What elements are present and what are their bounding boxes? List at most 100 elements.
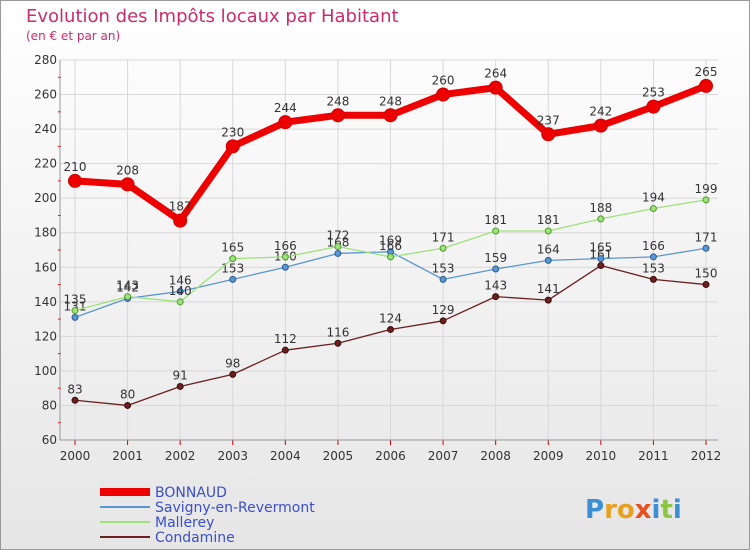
data-label: 135 — [64, 292, 87, 306]
data-point — [120, 177, 135, 192]
data-label: 150 — [695, 267, 718, 281]
x-tick-label: 2010 — [586, 449, 617, 463]
brand-letter: o — [617, 495, 635, 525]
series-mallerey: 135 143 140 165 166 172 166 171 181 181 188 194 199 — [64, 182, 718, 314]
data-label: 171 — [695, 230, 718, 244]
data-label: 253 — [642, 86, 665, 100]
data-label: 80 — [120, 387, 135, 401]
data-point — [544, 227, 552, 235]
data-label: 166 — [274, 239, 297, 253]
data-point — [649, 205, 657, 213]
data-label: 188 — [589, 201, 612, 215]
data-label: 248 — [379, 94, 402, 108]
data-point — [229, 275, 237, 283]
data-label: 260 — [432, 74, 455, 88]
data-label: 244 — [274, 101, 297, 115]
y-tick-label: 120 — [34, 329, 57, 343]
data-label: 153 — [432, 261, 455, 275]
data-label: 112 — [274, 332, 297, 346]
chart-subtitle: (en € et par an) — [26, 29, 120, 43]
data-point — [597, 255, 605, 263]
axes: 60 80 100 120 140 160 180 200 220 240 260 280 2000 20… — [34, 53, 721, 463]
data-point — [649, 275, 657, 283]
data-label: 143 — [116, 279, 139, 293]
data-point — [544, 296, 552, 304]
data-point — [492, 265, 500, 273]
legend-label: Savigny-en-Revermont — [155, 500, 315, 516]
y-tick-label: 160 — [34, 260, 57, 274]
data-point — [702, 281, 710, 289]
y-tick-label: 100 — [34, 364, 57, 378]
data-label: 169 — [379, 234, 402, 248]
data-point — [334, 339, 342, 347]
data-point — [436, 87, 451, 102]
data-point — [649, 253, 657, 261]
data-point — [225, 139, 240, 154]
data-label: 237 — [537, 113, 560, 127]
y-tick-label: 240 — [34, 122, 57, 136]
x-tick-label: 2009 — [533, 449, 564, 463]
data-point — [593, 118, 608, 133]
series-bonnaud: 210 208 187 230 244 248 248 260 264 237 242 253 265 — [64, 65, 718, 228]
data-point — [281, 263, 289, 271]
data-point — [124, 293, 132, 301]
data-point — [597, 215, 605, 223]
data-label: 181 — [537, 213, 560, 227]
y-tick-label: 140 — [34, 295, 57, 309]
data-label: 199 — [695, 182, 718, 196]
data-point — [281, 346, 289, 354]
y-tick-label: 200 — [34, 191, 57, 205]
data-label: 208 — [116, 163, 139, 177]
data-label: 166 — [379, 239, 402, 253]
legend-label: BONNAUD — [155, 485, 227, 501]
x-tick-label: 2003 — [217, 449, 248, 463]
data-point — [176, 298, 184, 306]
data-point — [229, 370, 237, 378]
data-label: 143 — [484, 279, 507, 293]
y-tick-label: 220 — [34, 157, 57, 171]
data-label: 187 — [169, 200, 192, 214]
data-label: 168 — [326, 235, 349, 249]
data-point — [229, 255, 237, 263]
data-point — [492, 227, 500, 235]
data-label: 242 — [589, 105, 612, 119]
data-point — [71, 306, 79, 314]
data-label: 230 — [221, 125, 244, 139]
data-point — [68, 173, 82, 188]
data-point — [334, 249, 342, 257]
data-label: 124 — [379, 311, 402, 325]
x-tick-label: 2007 — [428, 449, 459, 463]
data-label: 194 — [642, 191, 665, 205]
brand-letter: i — [673, 495, 682, 525]
brand-logo: Proxiti — [585, 495, 682, 525]
data-point — [439, 244, 447, 252]
data-label: 153 — [221, 261, 244, 275]
data-point — [71, 396, 79, 404]
data-point — [176, 287, 184, 295]
data-label: 172 — [326, 229, 349, 243]
x-tick-label: 2000 — [60, 449, 91, 463]
data-point — [387, 325, 394, 333]
data-label: 265 — [695, 65, 718, 79]
data-point — [699, 78, 713, 93]
data-label: 210 — [64, 160, 87, 174]
data-label: 116 — [326, 325, 349, 339]
y-tick-label: 260 — [34, 88, 57, 102]
legend: BONNAUDSavigny-en-RevermontMallereyConda… — [100, 485, 315, 546]
y-tick-label: 80 — [42, 398, 57, 412]
data-point — [439, 275, 447, 283]
data-label: 264 — [484, 67, 507, 81]
brand-letter: t — [660, 495, 672, 525]
x-tick-label: 2001 — [112, 449, 143, 463]
data-point — [71, 313, 79, 321]
data-point — [492, 293, 500, 301]
legend-label: Mallerey — [155, 515, 214, 531]
data-label: 153 — [642, 261, 665, 275]
y-tick-label: 180 — [34, 226, 57, 240]
x-tick-label: 2004 — [270, 449, 301, 463]
data-label: 98 — [225, 356, 240, 370]
